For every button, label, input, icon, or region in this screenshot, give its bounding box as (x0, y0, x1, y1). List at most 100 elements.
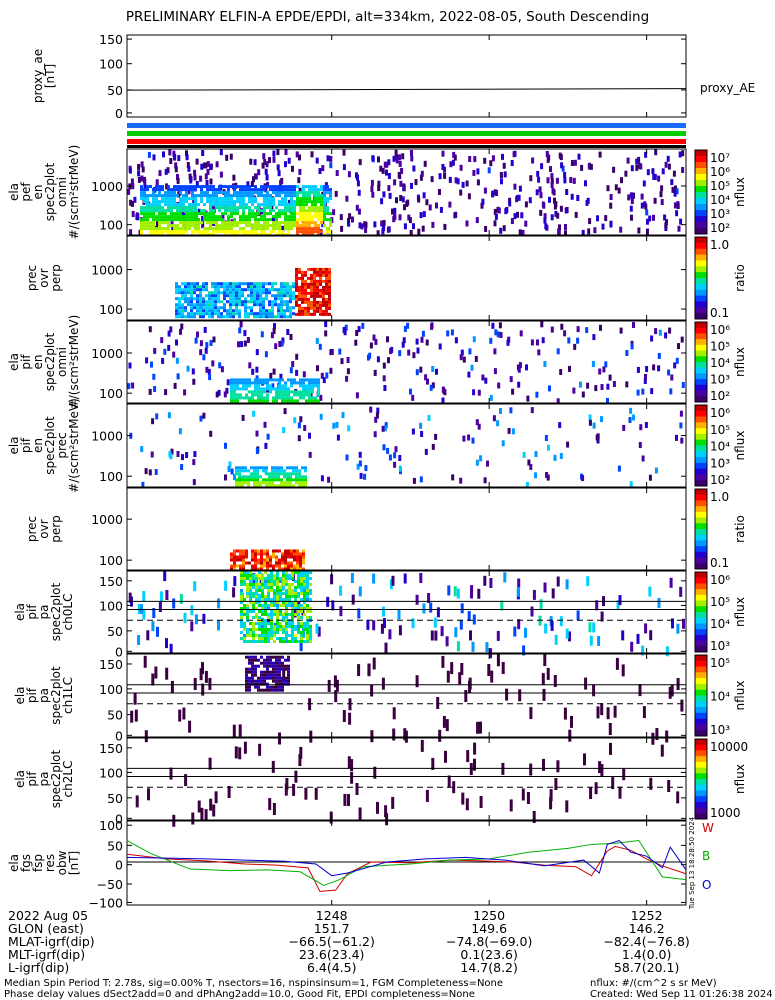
spectrogram-pixel (308, 200, 311, 204)
spectrogram-pixel (232, 300, 235, 304)
spectrogram-pixel (304, 469, 307, 473)
spectrogram-pixel (284, 209, 287, 213)
spectrogram-pixel (256, 294, 259, 298)
spectrogram-pixel (274, 475, 277, 479)
chart-title: PRELIMINARY ELFIN-A EPDE/EPDI, alt=334km… (125, 9, 650, 25)
spectrogram-pixel (298, 469, 301, 473)
panel-frame-ela_pif_pa_spec2plot_ch2LC (126, 737, 687, 821)
spectrogram-pixel (151, 673, 155, 686)
spectrogram-pixel (263, 159, 267, 165)
spectrogram-pixel (268, 157, 271, 164)
spectrogram-pixel (248, 661, 251, 665)
spectrogram-pixel (307, 297, 310, 301)
spectrogram-pixel (235, 469, 238, 473)
spectrogram-pixel (242, 194, 245, 198)
spectrogram-pixel (301, 276, 304, 280)
spectrogram-pixel (258, 586, 261, 589)
spectrogram-pixel (316, 291, 319, 295)
spectrogram-pixel (287, 224, 290, 228)
spectrogram-pixel (212, 212, 215, 216)
spectrogram-pixel (245, 206, 248, 210)
spectrogram-pixel (284, 390, 287, 394)
spectrogram-pixel (179, 203, 182, 207)
spectrogram-pixel (609, 742, 612, 755)
spectrogram-pixel (276, 637, 279, 640)
spectrogram-pixel (294, 604, 297, 607)
spectrogram-pixel (238, 478, 241, 482)
spectrogram-pixel (149, 230, 152, 234)
spectrogram-pixel (221, 224, 224, 228)
spectrogram-pixel (260, 393, 263, 397)
spectrogram-pixel (272, 399, 275, 403)
spectrogram-pixel (263, 564, 266, 568)
spectrogram-pixel (269, 558, 272, 562)
spectrogram-pixel (143, 194, 146, 198)
colorbar-swatch (695, 646, 707, 653)
spectrogram-pixel (248, 224, 251, 228)
spectrogram-pixel (190, 300, 193, 304)
spectrogram-pixel (287, 682, 290, 686)
spectrogram-pixel (584, 677, 588, 690)
spectrogram-pixel (179, 594, 183, 604)
spectrogram-pixel (373, 221, 377, 228)
spectrogram-pixel (199, 291, 202, 295)
spectrogram-pixel (273, 583, 276, 586)
spectrogram-pixel (308, 399, 311, 403)
spectrogram-pixel (259, 297, 262, 301)
spectrogram-pixel (281, 197, 284, 201)
spectrogram-pixel (288, 625, 291, 628)
spectrogram-pixel (282, 604, 285, 607)
spectrogram-pixel (283, 291, 286, 295)
spectrogram-pixel (182, 227, 185, 231)
spectrogram-pixel (217, 620, 220, 631)
spectrogram-pixel (223, 303, 226, 307)
spectrogram-pixel (249, 631, 252, 634)
spectrogram-pixel (271, 481, 274, 485)
ylabel-ela_pif_pa_spec2plot_ch1LC: ela (13, 686, 27, 704)
spectrogram-pixel (322, 270, 325, 274)
spectrogram-pixel (249, 601, 252, 604)
spectrogram-pixel (456, 178, 460, 185)
spectrogram-pixel (259, 475, 262, 479)
x-axis-row-label: GLON (east) (8, 921, 84, 936)
spectrogram-pixel (239, 321, 243, 328)
spectrogram-pixel (261, 607, 264, 610)
spectrogram-pixel (184, 309, 187, 313)
colorbar-label: nflux (733, 431, 747, 461)
spectrogram-pixel (559, 369, 563, 375)
spectrogram-pixel (645, 366, 649, 372)
spectrogram-pixel (599, 324, 602, 331)
spectrogram-pixel (273, 574, 276, 577)
spectrogram-pixel (209, 221, 212, 225)
spectrogram-pixel (259, 466, 262, 470)
spectrogram-pixel (271, 294, 274, 298)
spectrogram-pixel (267, 583, 270, 586)
spectrogram-pixel (311, 230, 314, 234)
spectrogram-pixel (681, 167, 685, 173)
spectrogram-pixel (309, 592, 312, 595)
spectrogram-pixel (153, 386, 157, 392)
spectrogram-pixel (419, 573, 423, 583)
spectrogram-pixel (273, 631, 276, 634)
spectrogram-pixel (245, 381, 248, 385)
spectrogram-pixel (298, 285, 301, 289)
spectrogram-4 (129, 406, 684, 488)
spectrogram-pixel (559, 453, 563, 459)
spectrogram-pixel (278, 384, 281, 388)
colorbar-swatch (695, 390, 707, 397)
panel-frame-ela_pif_en_spec2plot_omni (126, 320, 687, 404)
spectrogram-pixel (283, 408, 287, 415)
spectrogram-pixel (236, 209, 239, 213)
spectrogram-pixel (166, 167, 170, 174)
spectrogram-pixel (285, 604, 288, 607)
spectrogram-pixel (314, 230, 317, 234)
spectrogram-pixel (200, 209, 203, 213)
spectrogram-pixel (260, 194, 263, 198)
spectrogram-pixel (178, 306, 181, 310)
spectrogram-pixel (314, 224, 317, 228)
spectrogram-pixel (369, 342, 373, 349)
spectrogram-pixel (320, 372, 324, 379)
spectrogram-pixel (638, 442, 642, 448)
spectrogram-pixel (279, 598, 282, 601)
ylabel-ela_pif_en_spec2plot_prec: spec2plot (43, 416, 57, 475)
